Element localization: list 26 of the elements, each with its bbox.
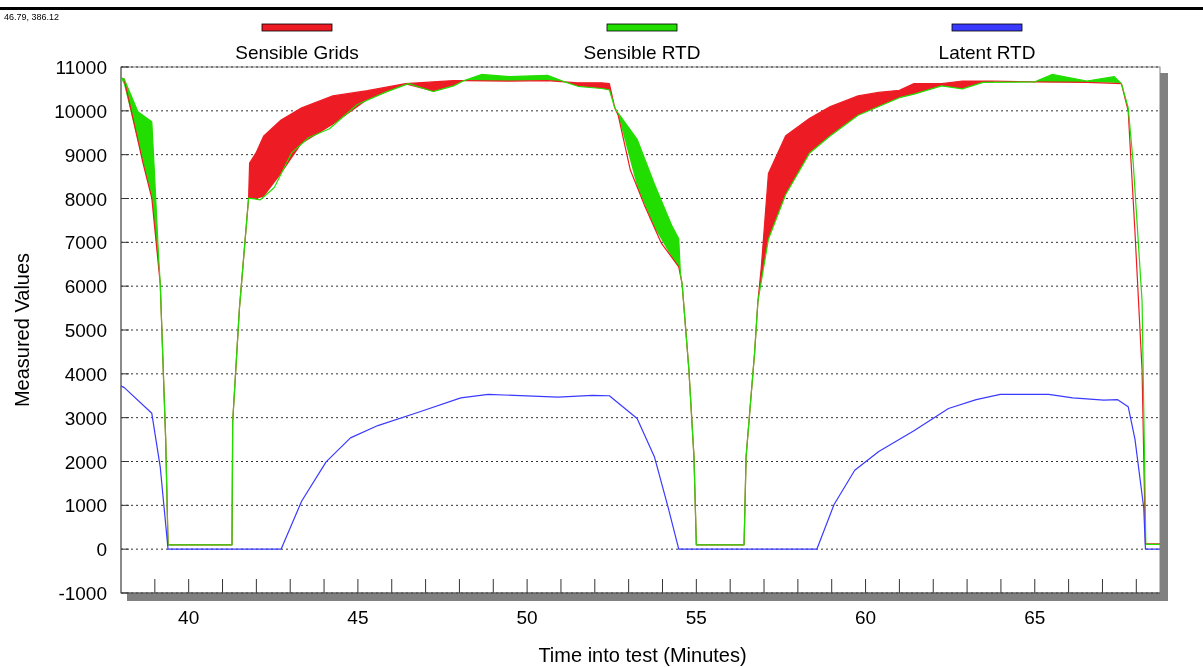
y-tick-label: 5000	[64, 320, 107, 341]
x-tick-label: 65	[1024, 607, 1046, 628]
x-tick-label: 40	[178, 607, 200, 628]
y-tick-label: 1000	[64, 495, 107, 517]
y-tick-label: 11000	[55, 57, 107, 78]
x-tick-label: 45	[347, 607, 369, 628]
y-tick-label: 10000	[54, 100, 107, 122]
y-tick-label: 7000	[64, 232, 107, 254]
y-tick-label: -1000	[58, 583, 107, 604]
x-tick-label: 60	[854, 607, 877, 628]
y-tick-label: 0	[96, 539, 107, 561]
y-tick-label: 2000	[64, 451, 107, 473]
legend-label: Sensible RTD	[583, 42, 701, 63]
y-tick-label: 6000	[64, 276, 107, 298]
y-tick-label: 9000	[64, 144, 107, 166]
y-tick-label: 8000	[64, 188, 107, 210]
text: 46.79, 386.12	[4, 12, 60, 22]
legend-label: Latent RTD	[938, 42, 1036, 63]
y-axis-title: Measured Values	[11, 252, 33, 408]
line-series	[120, 385, 1161, 550]
legend-label: Sensible Grids	[235, 42, 359, 63]
x-axis-title: Time into test (Minutes)	[538, 644, 747, 666]
y-tick-label: 4000	[64, 363, 107, 385]
x-tick-label: 50	[516, 607, 538, 628]
y-tick-label: 3000	[64, 407, 107, 429]
x-tick-label: 55	[685, 607, 707, 628]
